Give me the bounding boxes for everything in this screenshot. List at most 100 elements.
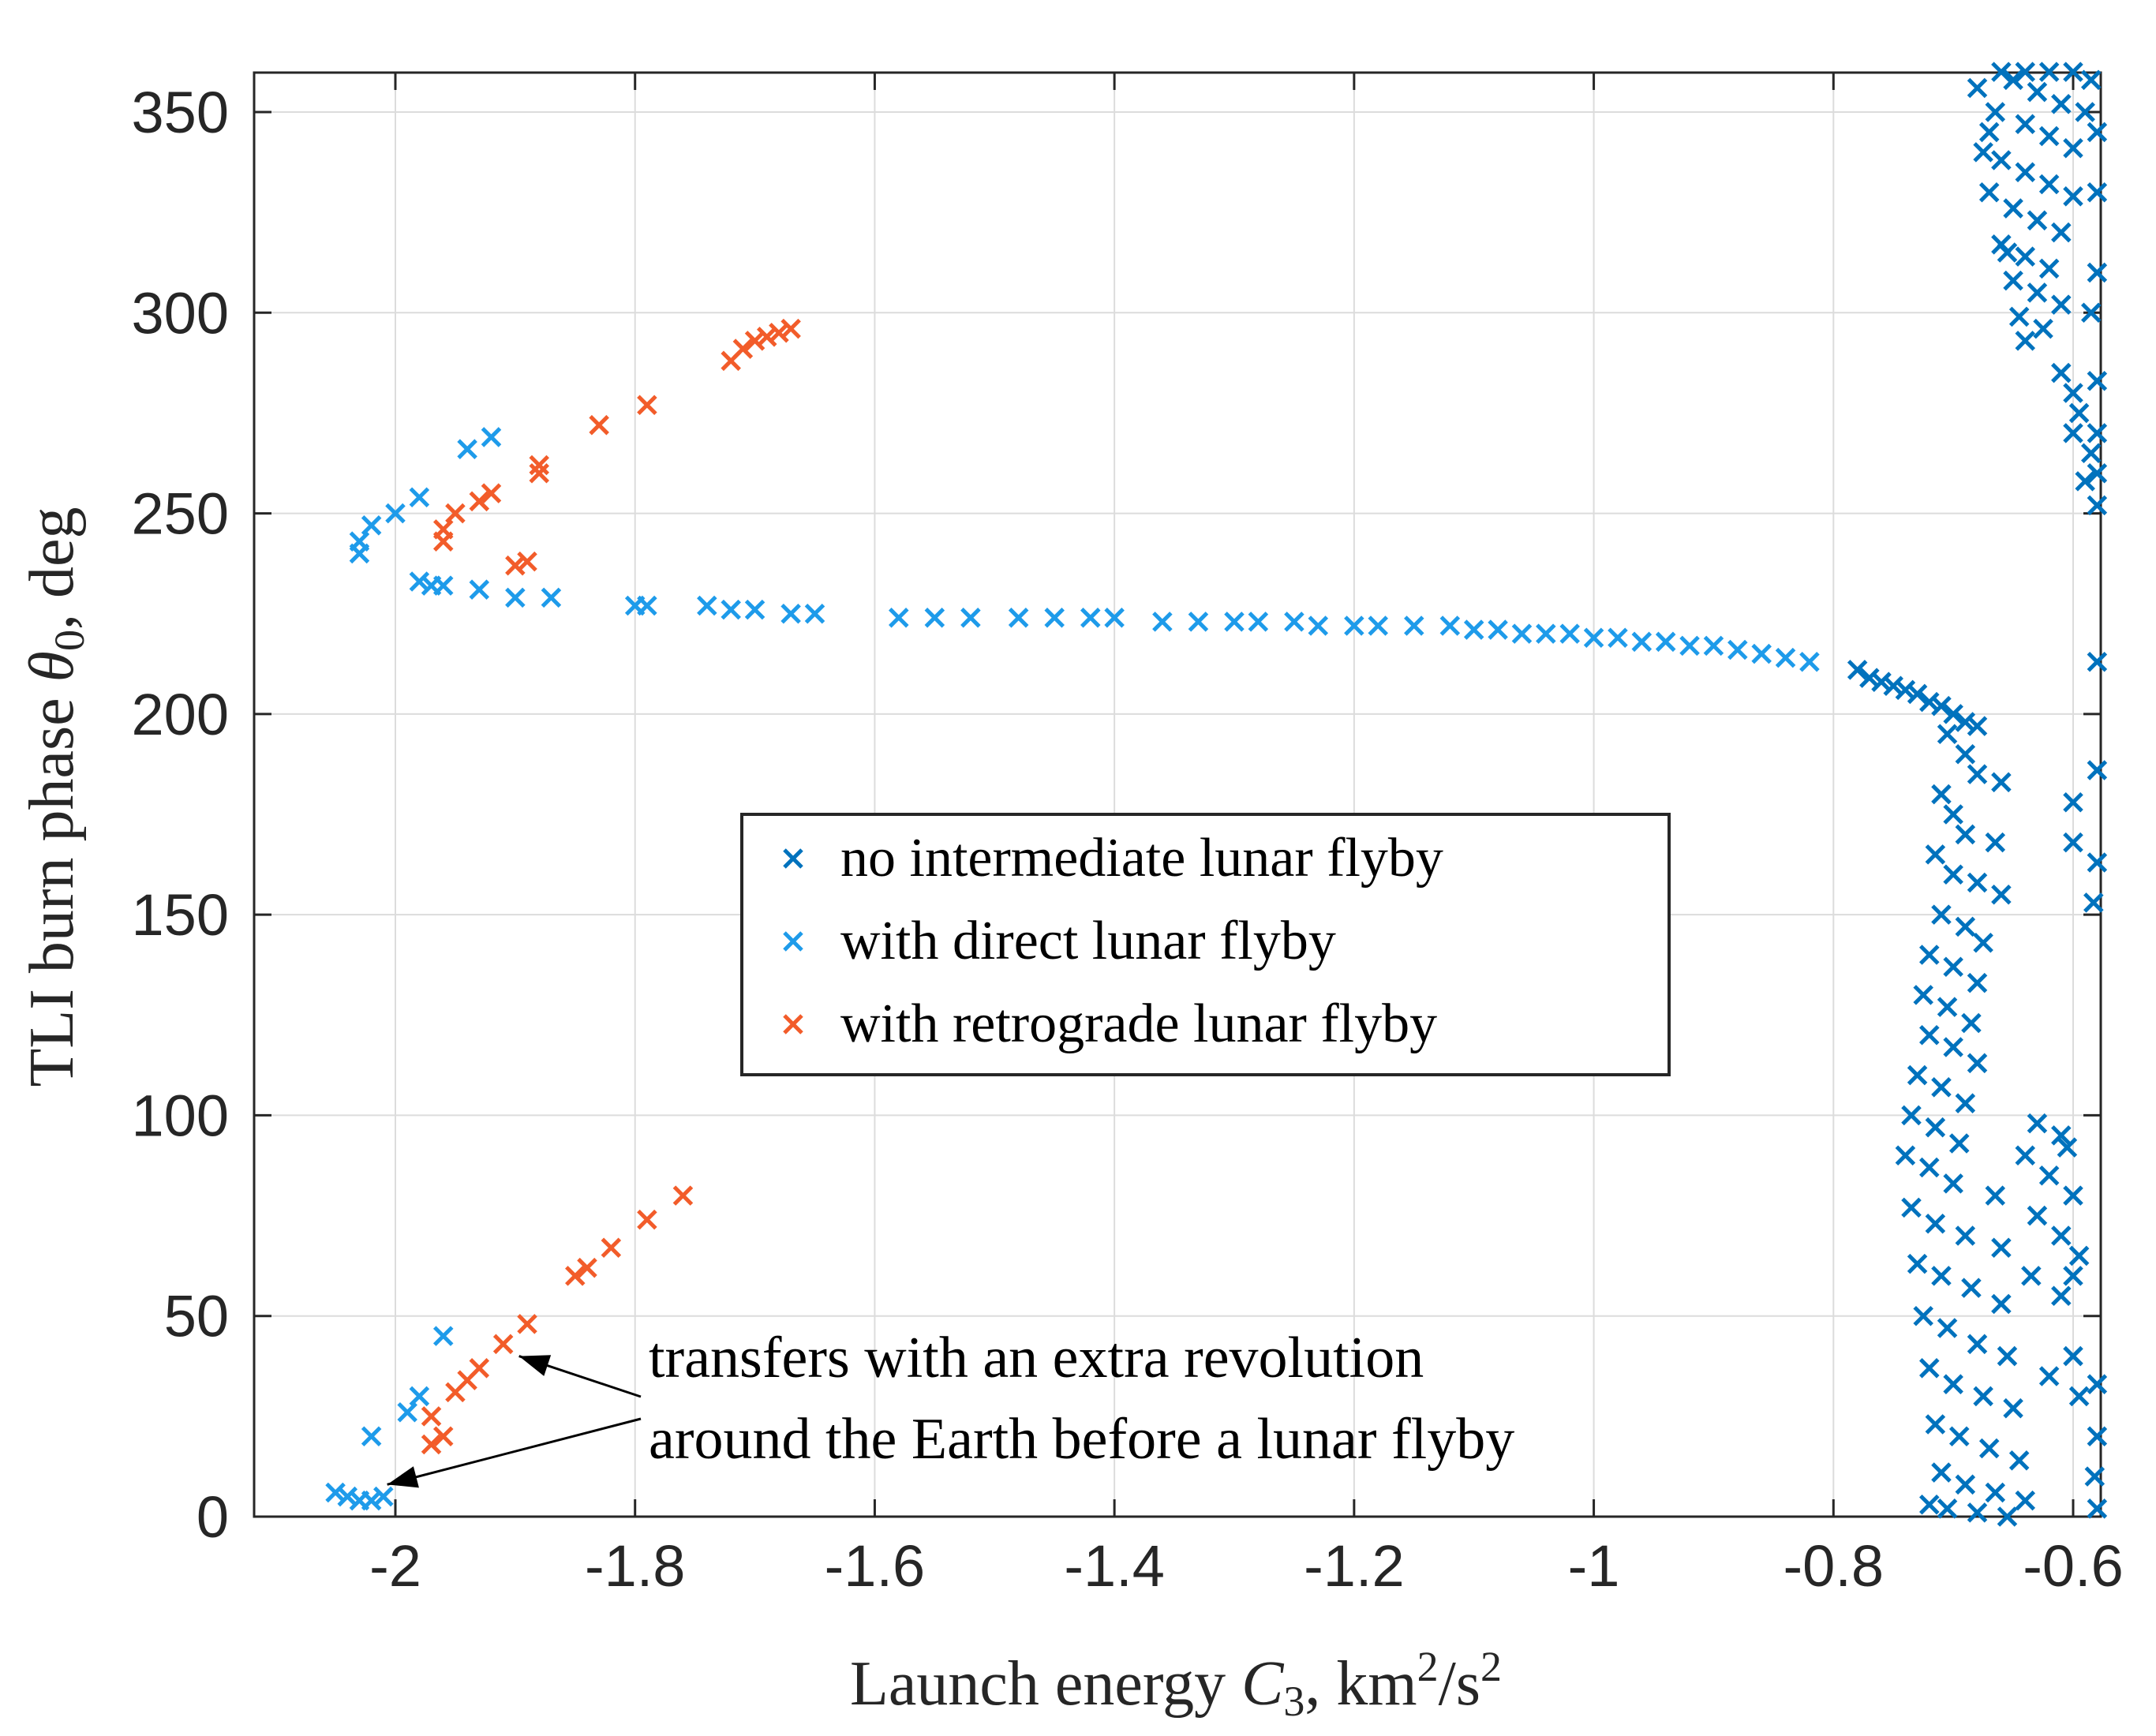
- no-flyby-point: [2063, 138, 2083, 159]
- no-flyby-point: [2021, 1266, 2042, 1286]
- no-flyby-point: [2033, 318, 2053, 339]
- direct-flyby-point: [1188, 612, 1209, 632]
- retrograde-flyby-point: [672, 1185, 694, 1206]
- no-flyby-point: [2063, 383, 2083, 403]
- retrograde-flyby-point: [432, 1426, 454, 1447]
- no-flyby-point: [2087, 651, 2108, 672]
- no-flyby-point: [1967, 764, 1988, 784]
- no-flyby-point: [1978, 181, 2000, 203]
- y-tick-label: 250: [132, 481, 229, 547]
- retrograde-flyby-point: [421, 1434, 442, 1455]
- no-flyby-point: [2015, 331, 2036, 351]
- no-flyby-point: [2051, 362, 2072, 383]
- no-flyby-point: [1919, 1358, 1940, 1379]
- legend-marker: [783, 1014, 803, 1034]
- y-tick-labels: 0 50 100 150 200 250 300 350: [132, 80, 229, 1550]
- no-flyby-point: [2087, 262, 2108, 283]
- no-flyby-point: [2081, 69, 2102, 91]
- no-flyby-point: [2015, 246, 2036, 267]
- no-flyby-point: [2087, 760, 2108, 780]
- no-flyby-point: [1919, 1494, 1940, 1515]
- no-flyby-point: [1973, 142, 1993, 163]
- no-flyby-point: [2027, 282, 2048, 303]
- no-flyby-point: [1955, 712, 1976, 732]
- no-flyby-point: [2051, 1225, 2072, 1246]
- no-flyby-point: [1937, 997, 1958, 1017]
- retrograde-flyby-point: [601, 1237, 622, 1259]
- legend-marker: [783, 931, 803, 952]
- retrograde-flyby-point: [481, 483, 502, 503]
- no-flyby-point: [1931, 904, 1952, 925]
- no-flyby-point: [2087, 1498, 2108, 1519]
- legend-marker-retrograde-flyby: [783, 1014, 803, 1034]
- no-flyby-point: [2081, 443, 2102, 464]
- direct-flyby-point: [385, 503, 406, 524]
- no-flyby-point: [1991, 772, 2012, 793]
- no-flyby-point: [1907, 1253, 1928, 1274]
- no-flyby-point: [1991, 1237, 2012, 1259]
- legend-label-direct-flyby: with direct lunar flyby: [840, 911, 1336, 971]
- x-tick-labels: -2 -1.8 -1.6 -1.4 -1.2 -1 -0.8 -0.6: [369, 1533, 2124, 1599]
- direct-flyby-point: [1608, 627, 1628, 648]
- annotation-arrow-head: [387, 1466, 419, 1488]
- no-flyby-point: [1901, 1105, 1922, 1126]
- no-flyby-point: [2051, 294, 2072, 315]
- no-flyby-point: [2027, 210, 2048, 231]
- no-flyby-point: [2051, 94, 2072, 114]
- no-flyby-point: [2038, 174, 2060, 195]
- no-flyby-point: [1967, 1502, 1988, 1523]
- direct-flyby-point: [1631, 631, 1653, 653]
- y-tick-label: 0: [197, 1484, 229, 1550]
- direct-flyby-point: [397, 1402, 417, 1423]
- direct-flyby-point: [744, 599, 765, 620]
- no-flyby-point: [1901, 1197, 1922, 1218]
- direct-flyby-point: [721, 599, 741, 620]
- legend-marker-no-flyby: [783, 848, 803, 869]
- no-flyby-point: [1913, 985, 1933, 1005]
- no-flyby-point: [1978, 122, 2000, 143]
- y-axis-title: TLI burn phase θ0, deg: [17, 507, 93, 1087]
- no-flyby-point: [1955, 1225, 1976, 1246]
- no-flyby-point: [2087, 181, 2108, 203]
- no-flyby-point: [1985, 832, 2006, 853]
- no-flyby-point: [1907, 1064, 1928, 1086]
- no-flyby-point: [1931, 1266, 1952, 1286]
- no-flyby-point: [2003, 198, 2023, 219]
- no-flyby-point: [2057, 1137, 2078, 1158]
- retrograde-flyby-point: [769, 322, 789, 343]
- no-flyby-point: [2063, 423, 2083, 443]
- no-flyby-point: [2051, 1285, 2072, 1307]
- direct-flyby-point: [1152, 612, 1173, 632]
- direct-flyby-point: [1248, 612, 1269, 632]
- no-flyby-point: [1985, 1185, 2006, 1206]
- no-flyby-point: [1967, 77, 1988, 99]
- direct-flyby-point: [1775, 647, 1796, 668]
- no-flyby-point: [1943, 804, 1963, 825]
- no-flyby-point: [1883, 675, 1903, 697]
- no-flyby-point: [2015, 62, 2036, 82]
- no-flyby-point: [2068, 402, 2090, 424]
- no-flyby-point: [1931, 784, 1952, 805]
- x-tick-label: -2: [369, 1533, 421, 1599]
- no-flyby-point: [2063, 1266, 2083, 1286]
- retrograde-flyby-point: [517, 551, 537, 572]
- direct-flyby-point: [960, 608, 981, 628]
- no-flyby-point: [1925, 844, 1946, 865]
- no-flyby-point: [2087, 423, 2108, 443]
- direct-flyby-point: [505, 587, 526, 608]
- direct-flyby-point: [361, 1426, 382, 1447]
- direct-flyby-point: [409, 571, 430, 592]
- direct-flyby-point: [361, 1490, 382, 1511]
- no-flyby-point: [2068, 1386, 2090, 1407]
- x-tick-label: -1.4: [1064, 1533, 1165, 1599]
- y-tick-label: 150: [132, 882, 229, 948]
- direct-flyby-point: [1655, 631, 1676, 653]
- direct-flyby-point: [1080, 608, 1101, 628]
- direct-flyby-point: [361, 515, 382, 536]
- retrograde-flyby-point: [732, 339, 754, 359]
- no-flyby-point: [2015, 162, 2036, 183]
- no-flyby-point: [1943, 1374, 1963, 1394]
- direct-flyby-point: [889, 608, 909, 628]
- no-flyby-point: [1919, 691, 1940, 713]
